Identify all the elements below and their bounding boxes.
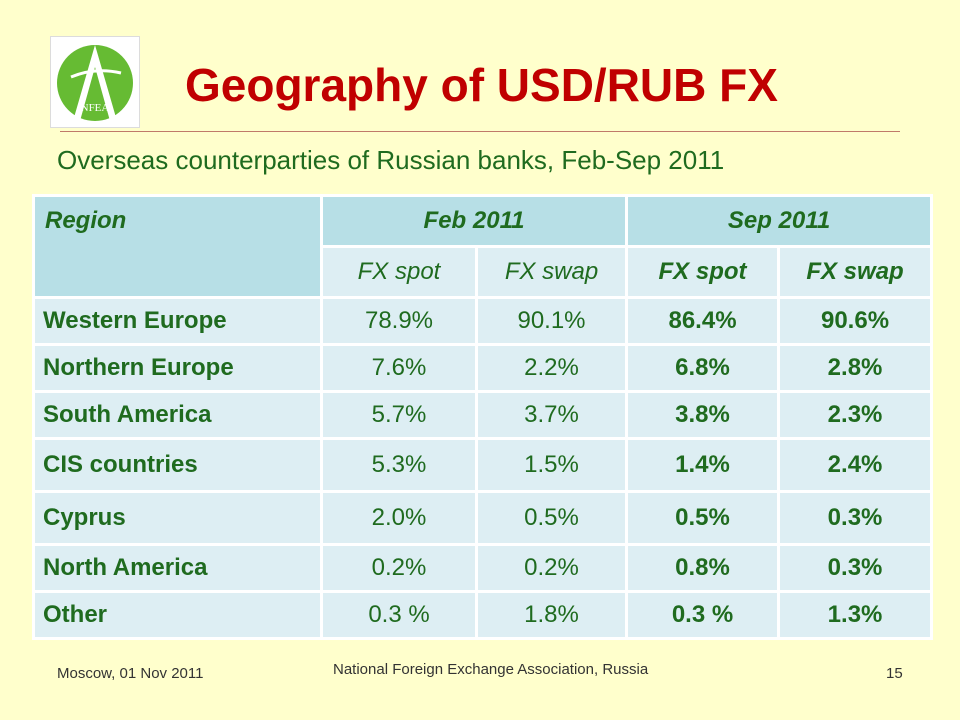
nfea-logo: NFEA (50, 36, 140, 128)
cell-feb-fx-spot: 7.6% (320, 343, 478, 393)
cell-sep-fx-spot: 0.8% (625, 543, 781, 593)
subheader-sep-fx-spot: FX spot (625, 245, 781, 299)
cell-sep-fx-spot: 1.4% (625, 437, 781, 493)
cell-sep-fx-spot: 0.3 % (625, 590, 781, 640)
cell-sep-fx-spot: 3.8% (625, 390, 781, 440)
cell-sep-fx-swap: 0.3% (777, 543, 934, 593)
footer-organization: National Foreign Exchange Association, R… (333, 661, 649, 678)
cell-sep-fx-swap: 2.4% (777, 437, 934, 493)
cell-feb-fx-spot: 0.2% (320, 543, 478, 593)
fx-geography-table: Region Feb 2011 Sep 2011 FX spot FX swap… (32, 194, 934, 640)
subheader-feb-fx-spot: FX spot (320, 245, 478, 299)
cell-sep-fx-swap: 2.3% (777, 390, 934, 440)
subheader-feb-fx-swap: FX swap (474, 245, 629, 299)
cell-sep-fx-spot: 0.5% (625, 490, 781, 546)
cell-feb-fx-spot: 5.3% (320, 437, 478, 493)
cell-feb-fx-swap: 3.7% (474, 390, 629, 440)
subtitle: Overseas counterparties of Russian banks… (57, 145, 725, 175)
cell-feb-fx-spot: 78.9% (320, 296, 478, 346)
table-row: North America 0.2% 0.2% 0.8% 0.3% (32, 543, 934, 593)
table-header-row: Region Feb 2011 Sep 2011 (32, 194, 934, 299)
cell-sep-fx-swap: 90.6% (777, 296, 934, 346)
cell-feb-fx-swap: 1.5% (474, 437, 629, 493)
cell-feb-fx-spot: 5.7% (320, 390, 478, 440)
cell-sep-fx-swap: 1.3% (777, 590, 934, 640)
row-region: Western Europe (32, 296, 323, 346)
table-row: Northern Europe 7.6% 2.2% 6.8% 2.8% (32, 343, 934, 393)
header-feb-2011: Feb 2011 (319, 194, 629, 248)
cell-sep-fx-swap: 0.3% (777, 490, 934, 546)
table-row: Cyprus 2.0% 0.5% 0.5% 0.3% (32, 490, 934, 546)
table-row: CIS countries 5.3% 1.5% 1.4% 2.4% (32, 437, 934, 493)
cell-feb-fx-swap: 0.2% (474, 543, 629, 593)
header-region: Region (32, 194, 323, 299)
cell-feb-fx-swap: 0.5% (474, 490, 629, 546)
row-region: Northern Europe (32, 343, 323, 393)
table-row: South America 5.7% 3.7% 3.8% 2.3% (32, 390, 934, 440)
cell-feb-fx-swap: 1.8% (474, 590, 629, 640)
cell-feb-fx-swap: 2.2% (474, 343, 629, 393)
table-row: Western Europe 78.9% 90.1% 86.4% 90.6% (32, 296, 934, 346)
page-title: Geography of USD/RUB FX (185, 59, 778, 111)
row-region: Other (32, 590, 323, 640)
cell-sep-fx-swap: 2.8% (777, 343, 934, 393)
logo-text: NFEA (81, 102, 110, 114)
nfea-logo-icon: NFEA (57, 45, 133, 121)
title-divider (60, 131, 900, 132)
header-sep-2011: Sep 2011 (625, 194, 934, 248)
cell-feb-fx-spot: 2.0% (320, 490, 478, 546)
table-subheader-row: FX spot FX swap FX spot FX swap (34, 245, 934, 299)
row-region: South America (32, 390, 323, 440)
row-region: Cyprus (32, 490, 323, 546)
cell-feb-fx-swap: 90.1% (474, 296, 629, 346)
row-region: North America (32, 543, 323, 593)
cell-sep-fx-spot: 86.4% (625, 296, 781, 346)
footer-date: Moscow, 01 Nov 2011 (57, 665, 204, 682)
table-row: Other 0.3 % 1.8% 0.3 % 1.3% (32, 590, 934, 640)
cell-sep-fx-spot: 6.8% (625, 343, 781, 393)
cell-feb-fx-spot: 0.3 % (320, 590, 478, 640)
subheader-sep-fx-swap: FX swap (777, 245, 934, 299)
page-number: 15 (886, 665, 903, 682)
row-region: CIS countries (32, 437, 323, 493)
